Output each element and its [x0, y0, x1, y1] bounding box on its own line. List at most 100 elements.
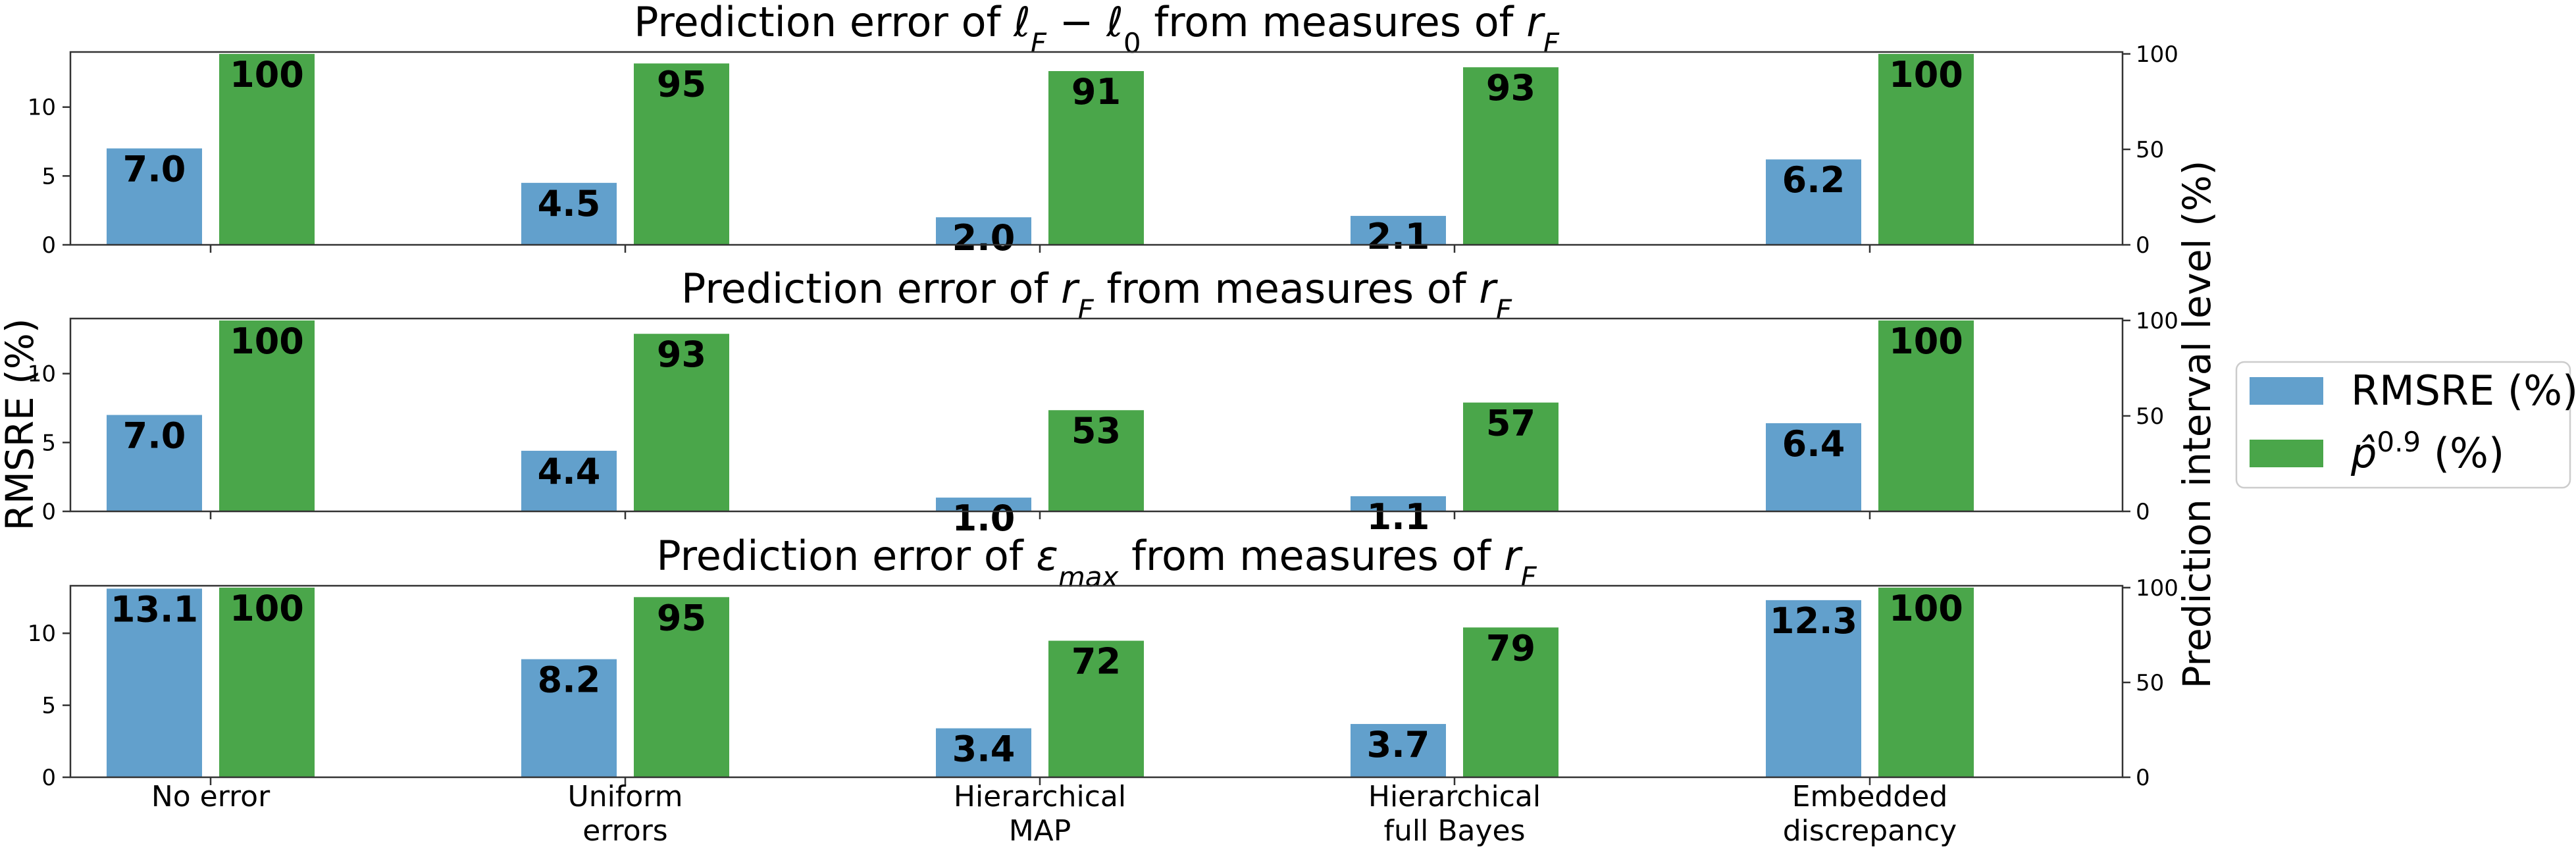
y-tick-label: 10	[28, 621, 56, 647]
bar-value-label: 2.1	[1367, 216, 1430, 257]
bar	[634, 597, 729, 777]
bar-value-label: 7.0	[123, 415, 186, 457]
y-tick-label: 0	[41, 765, 56, 791]
bar	[634, 334, 729, 511]
bar	[1766, 600, 1861, 777]
bar	[1048, 640, 1144, 777]
bar-value-label: 12.3	[1770, 600, 1857, 642]
y2-tick-label: 50	[2136, 137, 2164, 163]
bar-value-label: 4.5	[538, 183, 601, 224]
y2-tick-label: 0	[2136, 499, 2150, 525]
bar	[219, 53, 315, 245]
bar-value-label: 79	[1486, 627, 1535, 669]
panel: Prediction error of ℓF − ℓ0 from measure…	[28, 0, 2178, 259]
y-tick-label: 0	[41, 232, 56, 259]
bar-value-label: 100	[1889, 588, 1963, 629]
legend: RMSRE (%) p̂0.9 (%)	[2235, 361, 2576, 489]
bar-value-label: 2.0	[952, 217, 1016, 259]
bar-value-label: 13.1	[111, 588, 198, 630]
legend-swatch	[2250, 440, 2323, 467]
y2-tick-label: 0	[2136, 232, 2150, 259]
y2-axis-label: Prediction interval level (%)	[2175, 161, 2219, 689]
bar-value-label: 72	[1071, 641, 1121, 682]
bar-value-label: 3.4	[952, 729, 1016, 770]
bar	[1351, 724, 1446, 777]
bar	[219, 320, 315, 511]
y-axis-label: RMSRE (%)	[0, 319, 42, 531]
panel-title: Prediction error of εmax from measures o…	[656, 532, 1537, 593]
bar-value-label: 91	[1071, 71, 1121, 113]
y-tick-label: 5	[41, 430, 56, 456]
bar-value-label: 93	[1486, 67, 1535, 109]
bar-value-label: 7.0	[123, 149, 186, 190]
bar	[521, 182, 617, 245]
legend-label: p̂0.9 (%)	[2350, 426, 2504, 478]
bar	[1463, 402, 1558, 511]
bar	[1048, 71, 1144, 245]
y2-tick-label: 50	[2136, 670, 2164, 696]
x-tick-label: Hierarchical MAP	[954, 780, 1126, 848]
bar	[1766, 423, 1861, 511]
bar-value-label: 100	[1889, 321, 1963, 362]
bar	[521, 659, 617, 777]
bar-value-label: 8.2	[538, 659, 601, 701]
bar-value-label: 95	[657, 63, 706, 105]
bar-value-label: 6.4	[1782, 423, 1845, 465]
chart-panels: Prediction error of ℓF − ℓ0 from measure…	[28, 0, 2178, 791]
bar	[936, 498, 1031, 511]
panel-title: Prediction error of ℓF − ℓ0 from measure…	[634, 0, 1560, 59]
bar	[1351, 216, 1446, 245]
legend-swatch	[2250, 377, 2323, 405]
bar	[1878, 587, 1974, 777]
bar	[219, 587, 315, 777]
y-tick-label: 5	[41, 163, 56, 190]
axes-frame	[69, 51, 2124, 246]
bar	[107, 415, 202, 511]
y2-tick-label: 50	[2136, 403, 2164, 430]
y-tick-label: 10	[28, 95, 56, 121]
x-tick-label: Embedded discrepancy	[1783, 780, 1957, 848]
bar-value-label: 3.7	[1367, 724, 1430, 765]
panel-title: Prediction error of rF from measures of …	[681, 265, 1512, 326]
bar	[1766, 159, 1861, 245]
bar	[1351, 496, 1446, 511]
axes-frame	[69, 317, 2124, 513]
bar	[1463, 627, 1558, 777]
legend-label: RMSRE (%)	[2351, 367, 2576, 415]
y2-tick-label: 100	[2136, 41, 2178, 68]
bar-value-label: 95	[657, 597, 706, 638]
x-tick-label: No error	[151, 780, 270, 813]
bar	[521, 450, 617, 511]
y2-tick-label: 100	[2136, 575, 2178, 602]
panel: Prediction error of rF from measures of …	[28, 265, 2178, 539]
category-axis: No error Uniform errors Hierarchical MAP Hier…	[151, 780, 1957, 848]
bar	[107, 588, 202, 777]
bar-value-label: 100	[230, 321, 304, 362]
x-tick-label: Uniform errors	[568, 780, 683, 848]
bar-value-label: 93	[657, 334, 706, 375]
x-tick-label: Hierarchical full Bayes	[1368, 780, 1541, 848]
bar-value-label: 100	[230, 54, 304, 95]
bar	[1878, 53, 1974, 245]
bar	[634, 63, 729, 245]
y2-tick-label: 100	[2136, 308, 2178, 334]
bar	[1878, 320, 1974, 511]
bar-value-label: 57	[1486, 403, 1535, 444]
y-tick-label: 10	[28, 361, 56, 388]
panel: Prediction error of εmax from measures o…	[28, 532, 2178, 791]
bar	[1463, 67, 1558, 245]
y-tick-label: 0	[41, 499, 56, 525]
bar-value-label: 100	[1889, 54, 1963, 95]
bar	[936, 217, 1031, 245]
bar-value-label: 4.4	[538, 451, 601, 492]
bar-value-label: 1.0	[952, 498, 1016, 539]
y2-tick-label: 0	[2136, 765, 2150, 791]
bar	[1048, 410, 1144, 511]
axes-frame	[69, 584, 2124, 779]
bar	[107, 148, 202, 245]
bar	[936, 728, 1031, 777]
bar-value-label: 6.2	[1782, 159, 1845, 201]
bar-value-label: 1.1	[1367, 496, 1430, 538]
y-tick-label: 5	[41, 693, 56, 719]
